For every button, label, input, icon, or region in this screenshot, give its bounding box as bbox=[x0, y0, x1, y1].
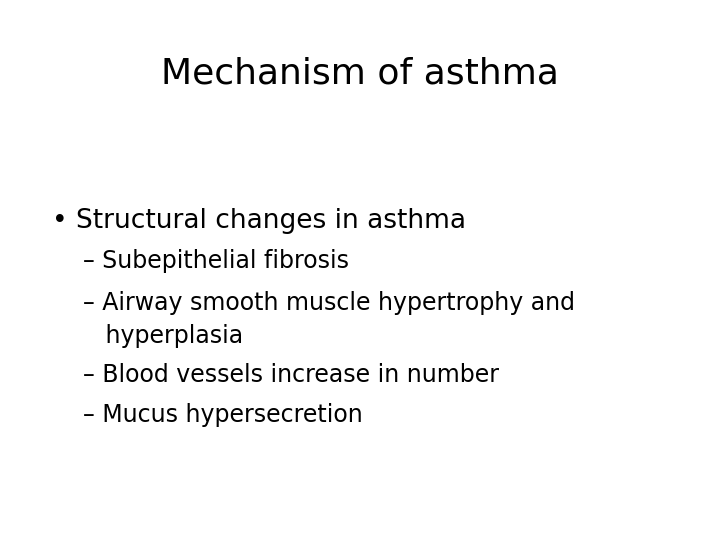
Text: – Blood vessels increase in number: – Blood vessels increase in number bbox=[83, 363, 499, 387]
Text: – Airway smooth muscle hypertrophy and: – Airway smooth muscle hypertrophy and bbox=[83, 291, 575, 314]
Text: – Mucus hypersecretion: – Mucus hypersecretion bbox=[83, 403, 363, 427]
Text: – Subepithelial fibrosis: – Subepithelial fibrosis bbox=[83, 249, 348, 273]
Text: • Structural changes in asthma: • Structural changes in asthma bbox=[52, 208, 466, 234]
Text: hyperplasia: hyperplasia bbox=[83, 324, 243, 348]
Text: Mechanism of asthma: Mechanism of asthma bbox=[161, 57, 559, 91]
